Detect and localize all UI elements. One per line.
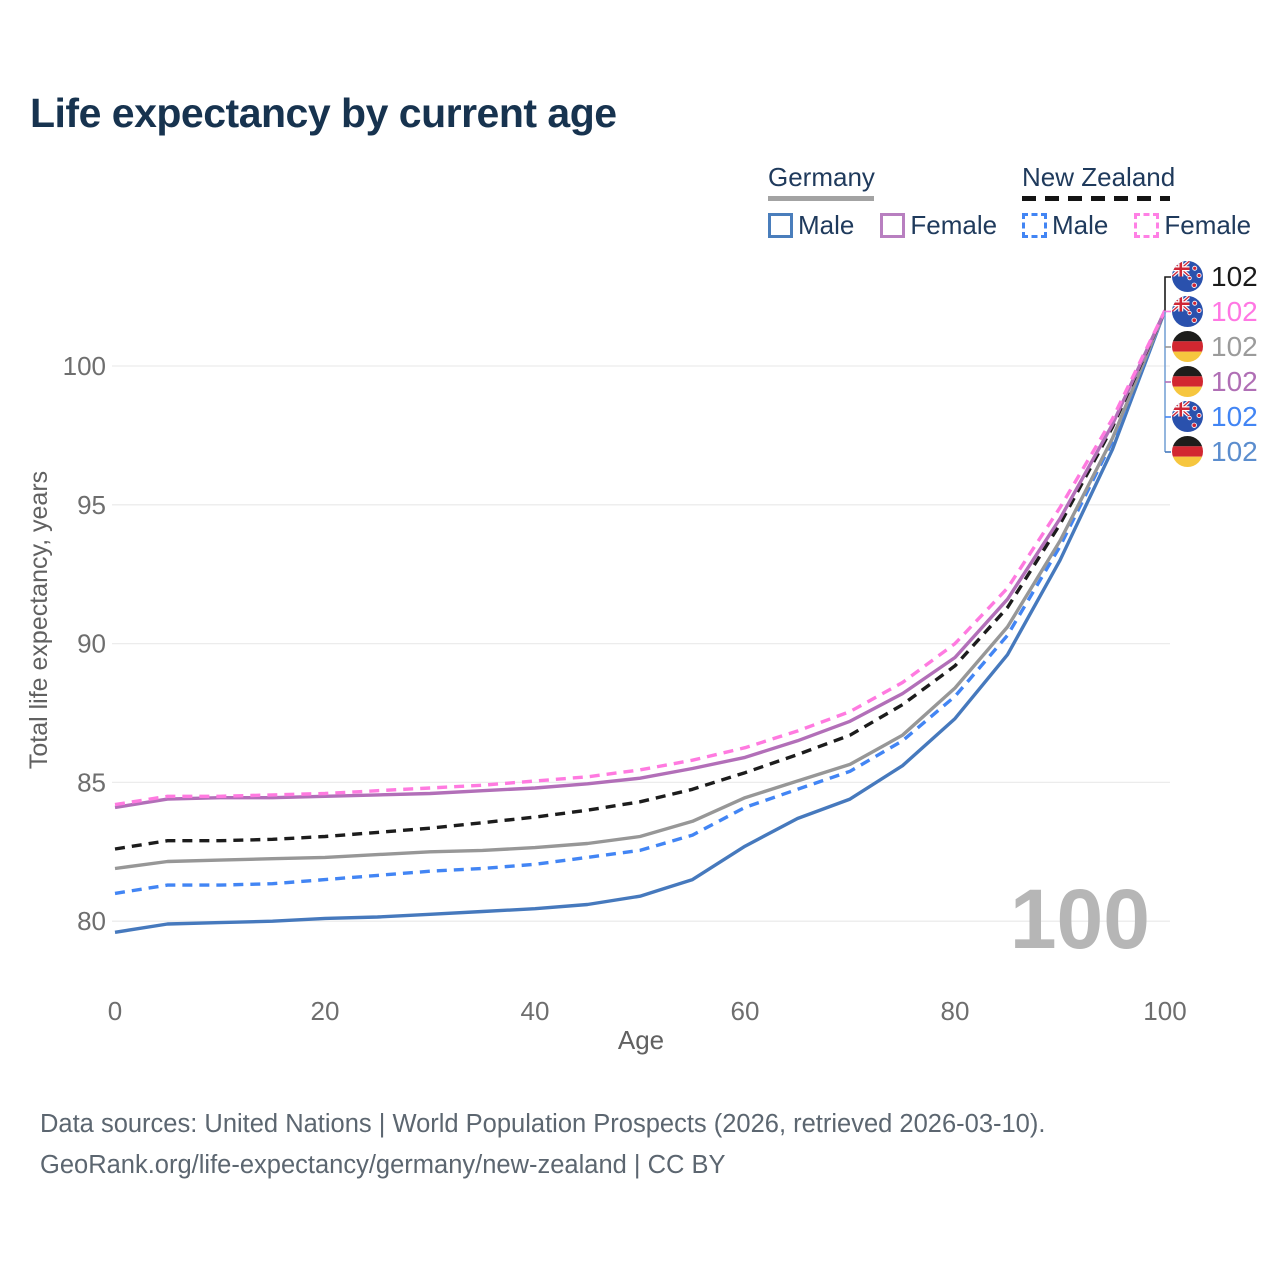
y-tick-label-85: 85: [77, 767, 106, 797]
end-label-row: 102: [1172, 294, 1258, 329]
legend-label-germany-male[interactable]: Male: [798, 210, 855, 240]
series-end-labels: 102 102 102 102 102 102: [1172, 259, 1258, 469]
legend-new-zealand-line-sample: [1022, 196, 1170, 201]
age-watermark: 100: [1010, 872, 1150, 966]
legend-swatch-new-zealand-male[interactable]: [1022, 213, 1047, 238]
germany-flag-icon: [1172, 436, 1203, 467]
end-label-value: 102: [1211, 330, 1258, 362]
end-label-value: 102: [1211, 295, 1258, 327]
new-zealand-flag-icon: [1172, 401, 1203, 432]
x-tick-label-80: 80: [941, 996, 970, 1026]
y-tick-label-100: 100: [63, 351, 106, 381]
series-line-new-zealand[interactable]: [114, 309, 1167, 851]
chart-title: Life expectancy by current age: [30, 90, 617, 136]
legend-swatch-new-zealand-female[interactable]: [1134, 213, 1160, 238]
legend-germany-items: Male Female: [768, 210, 1023, 241]
x-tick-label-40: 40: [521, 996, 550, 1026]
y-tick-label-95: 95: [77, 490, 106, 520]
end-label-row: 102: [1172, 399, 1258, 434]
germany-flag-icon: [1172, 331, 1203, 362]
legend-new-zealand-items: Male Female: [1022, 210, 1277, 241]
series-line-new-zealand-male[interactable]: [114, 309, 1167, 896]
series-line-germany-male[interactable]: [114, 309, 1167, 934]
legend-group-new-zealand-label: New Zealand: [1022, 162, 1176, 192]
legend-group-germany: Germany Male Female: [768, 162, 1023, 241]
series-line-germany[interactable]: [114, 309, 1167, 871]
y-tick-label-90: 90: [77, 629, 106, 659]
x-tick-label-0: 0: [108, 996, 122, 1026]
series-line-new-zealand-female[interactable]: [114, 309, 1167, 807]
legend-group-new-zealand: New Zealand Male Female: [1022, 162, 1277, 241]
new-zealand-flag-icon: [1172, 261, 1203, 292]
legend-label-germany-female[interactable]: Female: [910, 210, 998, 240]
y-tick-label-80: 80: [77, 906, 106, 936]
end-label-row: 102: [1172, 329, 1258, 364]
end-label-row: 102: [1172, 259, 1258, 294]
end-label-row: 102: [1172, 434, 1258, 469]
series-line-germany-female[interactable]: [114, 309, 1167, 810]
legend-label-new-zealand-female[interactable]: Female: [1164, 210, 1252, 240]
source-attribution: Data sources: United Nations | World Pop…: [40, 1104, 1045, 1186]
legend: Germany Male Female New Zealand Male Femal…: [0, 0, 1280, 250]
end-label-value: 102: [1211, 435, 1258, 467]
legend-germany-line-sample: [768, 196, 874, 201]
end-label-leader-lines: [1164, 276, 1171, 453]
y-axis-title: Total life expectancy, years: [25, 471, 53, 769]
end-label-value: 102: [1211, 365, 1258, 397]
germany-flag-icon: [1172, 366, 1203, 397]
x-tick-label-100: 100: [1143, 996, 1186, 1026]
new-zealand-flag-icon: [1172, 296, 1203, 327]
x-tick-label-20: 20: [311, 996, 340, 1026]
source-line-2: GeoRank.org/life-expectancy/germany/new-…: [40, 1151, 726, 1179]
x-tick-label-60: 60: [731, 996, 760, 1026]
source-line-1: Data sources: United Nations | World Pop…: [40, 1110, 1046, 1138]
end-label-row: 102: [1172, 364, 1258, 399]
legend-swatch-germany-male[interactable]: [768, 213, 793, 238]
legend-group-germany-label: Germany: [768, 162, 875, 192]
end-label-value: 102: [1211, 260, 1258, 292]
x-axis-title: Age: [618, 1025, 664, 1055]
legend-label-new-zealand-male[interactable]: Male: [1052, 210, 1109, 240]
end-label-value: 102: [1211, 400, 1258, 432]
legend-swatch-germany-female[interactable]: [880, 213, 906, 238]
